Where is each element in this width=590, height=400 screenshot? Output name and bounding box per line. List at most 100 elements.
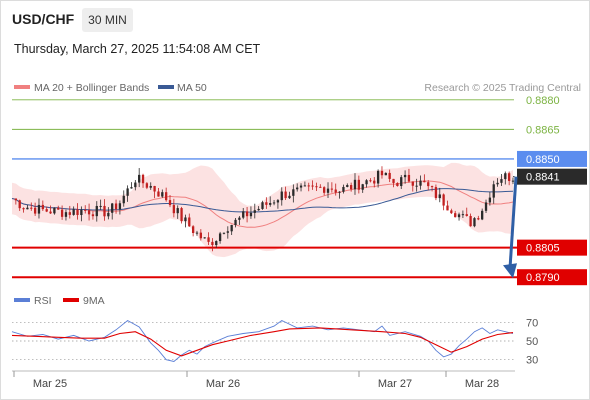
candle-body-82 (326, 188, 330, 193)
candle-body-108 (427, 182, 430, 187)
candle-body-68 (272, 202, 276, 204)
candle-body-71 (284, 191, 287, 199)
candle-body-96 (380, 170, 384, 176)
level-label-2: 0.8850 (526, 154, 560, 166)
level-label-0: 0.8880 (526, 95, 560, 107)
candle-body-51 (207, 237, 210, 242)
candle-body-99 (392, 178, 395, 183)
candle-body-72 (288, 195, 291, 199)
candle-body-37 (153, 185, 156, 192)
candle-body-12 (57, 207, 60, 210)
candle-body-35 (145, 183, 149, 188)
candle-body-14 (64, 212, 68, 217)
candle-body-69 (276, 200, 280, 203)
candle-body-25 (107, 212, 110, 217)
candle-body-65 (261, 202, 264, 209)
candle-body-34 (141, 174, 145, 184)
candle-body-58 (234, 219, 237, 226)
candle-body-57 (230, 225, 233, 232)
candle-body-103 (407, 174, 411, 182)
candle-body-122 (481, 210, 484, 220)
rsi-tick-2: 30 (526, 355, 538, 367)
x-tick-label-3: Mar 28 (465, 378, 499, 390)
candle-body-33 (138, 174, 141, 183)
candle-body-73 (292, 189, 295, 196)
candle-body-91 (361, 184, 364, 190)
candle-body-20 (87, 210, 91, 215)
candle-body-78 (311, 185, 314, 187)
candle-body-29 (122, 195, 125, 204)
candle-body-52 (211, 241, 214, 246)
candle-body-74 (296, 187, 299, 190)
level-label-1: 0.8865 (526, 124, 560, 136)
candle-body-3 (22, 208, 25, 210)
rsi-tick-1: 50 (526, 336, 538, 348)
candle-body-83 (330, 188, 334, 190)
candle-body-39 (161, 192, 164, 197)
candle-body-119 (469, 215, 472, 227)
candle-body-50 (203, 237, 206, 239)
rsi-tick-0: 70 (526, 317, 538, 329)
legend-9ma-label: 9MA (83, 295, 105, 307)
chart-datetime: Thursday, March 27, 2025 11:54:08 AM CET (14, 42, 261, 56)
candle-body-56 (226, 231, 229, 233)
x-tick-label-1: Mar 26 (206, 378, 240, 390)
candle-body-28 (118, 203, 122, 210)
last-price-label: 0.8841 (526, 172, 560, 184)
candle-body-63 (253, 210, 256, 213)
legend-ma50-label: MA 50 (177, 82, 207, 94)
candle-body-9 (45, 209, 48, 212)
candle-body-94 (373, 180, 376, 184)
candle-body-17 (76, 209, 79, 216)
candle-body-117 (461, 214, 465, 216)
candle-body-101 (400, 177, 403, 187)
candle-body-102 (403, 174, 407, 178)
symbol-title: USD/CHF (12, 11, 75, 27)
candle-body-120 (473, 218, 476, 227)
candle-body-7 (37, 204, 41, 214)
candle-body-85 (338, 191, 341, 193)
candle-body-130 (511, 180, 515, 182)
timeframe-button[interactable]: 30 MIN (82, 8, 133, 32)
level-label-3: 0.8805 (526, 243, 560, 255)
legend-rsi-swatch (14, 298, 30, 302)
candle-body-1 (14, 198, 18, 201)
candle-body-48 (195, 232, 199, 234)
rsi-ma-line (11, 327, 514, 357)
candle-body-40 (164, 192, 168, 201)
candle-body-124 (488, 197, 492, 203)
candle-body-86 (342, 186, 345, 192)
candle-body-105 (415, 185, 418, 187)
candle-body-23 (99, 205, 102, 207)
candle-body-123 (484, 202, 488, 211)
legend-ma50-swatch (158, 85, 174, 89)
candle-body-60 (242, 211, 245, 218)
level-badge-3 (517, 239, 587, 256)
candle-body-97 (384, 172, 387, 176)
level-badge-2 (517, 150, 587, 167)
candle-body-115 (454, 213, 457, 218)
candle-body-84 (334, 189, 337, 193)
candle-body-13 (60, 209, 64, 217)
candle-body-109 (430, 186, 434, 188)
candle-body-90 (357, 179, 361, 190)
candle-body-41 (168, 200, 172, 206)
candle-body-112 (442, 194, 445, 206)
candle-body-126 (496, 182, 499, 185)
candle-body-113 (446, 205, 449, 211)
candle-body-100 (396, 182, 399, 187)
candle-body-31 (130, 187, 133, 189)
candle-body-59 (238, 217, 241, 220)
bollinger-band (12, 162, 513, 258)
candle-body-61 (245, 211, 249, 217)
candle-body-77 (307, 185, 310, 187)
candle-body-66 (265, 202, 268, 205)
forecast-arrow-shaft (508, 176, 518, 269)
candle-body-6 (33, 207, 37, 214)
candle-body-104 (411, 181, 414, 186)
candle-body-81 (323, 187, 326, 193)
candle-body-80 (319, 186, 322, 188)
candle-body-18 (80, 209, 83, 216)
ma20-line (11, 180, 514, 228)
